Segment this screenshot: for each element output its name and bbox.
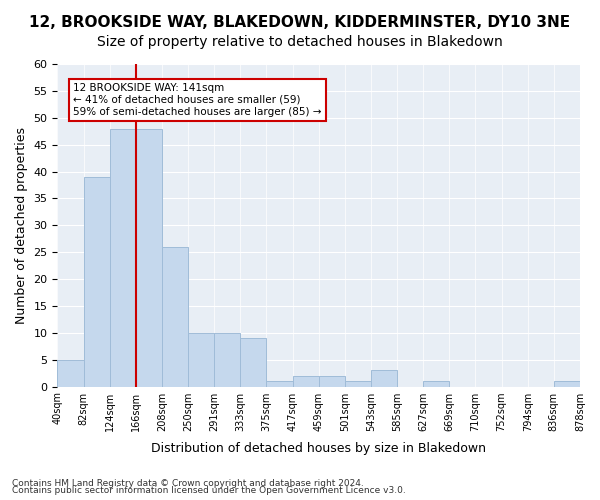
- X-axis label: Distribution of detached houses by size in Blakedown: Distribution of detached houses by size …: [151, 442, 486, 455]
- Text: 12 BROOKSIDE WAY: 141sqm
← 41% of detached houses are smaller (59)
59% of semi-d: 12 BROOKSIDE WAY: 141sqm ← 41% of detach…: [73, 84, 322, 116]
- Y-axis label: Number of detached properties: Number of detached properties: [15, 127, 28, 324]
- Bar: [162, 247, 188, 386]
- Text: 12, BROOKSIDE WAY, BLAKEDOWN, KIDDERMINSTER, DY10 3NE: 12, BROOKSIDE WAY, BLAKEDOWN, KIDDERMINS…: [29, 15, 571, 30]
- Text: Contains HM Land Registry data © Crown copyright and database right 2024.: Contains HM Land Registry data © Crown c…: [12, 478, 364, 488]
- Bar: [110, 128, 136, 386]
- Bar: [319, 376, 345, 386]
- Bar: [136, 128, 162, 386]
- Bar: [83, 177, 110, 386]
- Bar: [554, 381, 580, 386]
- Bar: [371, 370, 397, 386]
- Bar: [266, 381, 293, 386]
- Text: Size of property relative to detached houses in Blakedown: Size of property relative to detached ho…: [97, 35, 503, 49]
- Bar: [293, 376, 319, 386]
- Text: Contains public sector information licensed under the Open Government Licence v3: Contains public sector information licen…: [12, 486, 406, 495]
- Bar: [241, 338, 266, 386]
- Bar: [345, 381, 371, 386]
- Bar: [423, 381, 449, 386]
- Bar: [58, 360, 83, 386]
- Bar: [214, 333, 241, 386]
- Bar: [188, 333, 214, 386]
